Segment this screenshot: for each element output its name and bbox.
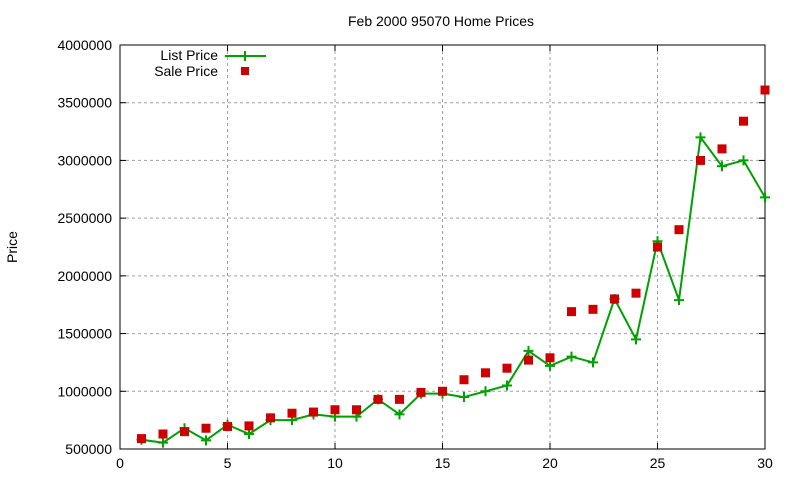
sale-price-point — [438, 386, 447, 396]
sale-price-point — [309, 407, 318, 417]
y-tick-label: 2000000 — [57, 268, 112, 284]
list-price-point — [201, 435, 211, 446]
sale-price-point — [180, 427, 189, 437]
y-tick-label: 500000 — [65, 441, 112, 457]
plot-border — [119, 44, 766, 450]
y-axis-label: Price — [4, 231, 20, 263]
x-tick-label: 0 — [116, 455, 124, 471]
list-price-point — [244, 428, 254, 439]
sale-price-point — [287, 408, 297, 418]
x-tick-label: 30 — [757, 455, 773, 471]
sale-price-point — [739, 116, 748, 126]
sale-price-point — [244, 421, 254, 431]
x-tick-label: 25 — [650, 455, 666, 471]
axes: 0 5 10 15 20 25 30 500000 1000000 1500000 2000000 2… — [57, 37, 773, 471]
sale-price-point — [395, 394, 404, 404]
list-price-point — [523, 345, 534, 356]
list-price-point — [588, 357, 598, 368]
plus-marker-icon — [240, 51, 250, 61]
y-tick-label: 2500000 — [57, 210, 112, 226]
x-tick-label: 5 — [224, 455, 232, 471]
sale-price-point — [137, 434, 146, 444]
sale-price-point — [266, 413, 275, 423]
chart-title: Feb 2000 95070 Home Prices — [348, 13, 534, 29]
list-price-point — [394, 409, 405, 420]
list-price-point — [480, 386, 491, 397]
list-price-point — [674, 295, 684, 306]
sale-price-point — [524, 355, 533, 365]
sale-price-point — [760, 85, 770, 95]
sale-price-point — [567, 307, 576, 317]
sale-price-point — [674, 225, 684, 235]
sale-price-point — [588, 304, 598, 314]
list-price-point — [459, 392, 469, 403]
y-tick-label: 4000000 — [57, 37, 112, 53]
y-tick-label: 3500000 — [57, 95, 112, 111]
list-price-line — [141, 134, 766, 444]
list-price-point — [717, 161, 727, 172]
sale-price-point — [330, 405, 340, 415]
square-marker-icon — [241, 67, 249, 75]
list-price-point — [695, 132, 706, 143]
sale-price-point — [352, 405, 361, 415]
legend: List Price Sale Price — [154, 47, 266, 79]
sale-price-point — [481, 368, 490, 378]
x-tick-label: 10 — [327, 455, 343, 471]
list-price-point — [502, 380, 512, 391]
x-tick-label: 20 — [542, 455, 558, 471]
legend-list-price-label: List Price — [160, 47, 218, 63]
x-tick-label: 15 — [435, 455, 451, 471]
sale-price-point — [158, 429, 168, 439]
sale-price-point — [416, 387, 426, 397]
y-tick-label: 3000000 — [57, 152, 112, 168]
list-price-point — [738, 155, 749, 166]
sale-price-point — [696, 155, 705, 165]
list-price-point — [158, 437, 168, 448]
sale-price-point — [631, 288, 641, 298]
y-tick-label: 1000000 — [57, 383, 112, 399]
sale-price-point — [201, 423, 211, 433]
data-series — [136, 85, 770, 448]
sale-price-point — [610, 294, 619, 304]
list-price-point — [566, 351, 577, 362]
sale-price-point — [717, 144, 727, 154]
list-price-point — [631, 334, 641, 345]
sale-price-point — [545, 353, 555, 363]
sale-price-point — [223, 421, 232, 431]
sale-price-point — [502, 363, 512, 373]
list-price-point — [760, 192, 770, 203]
y-tick-label: 1500000 — [57, 326, 112, 342]
list-price-point — [545, 360, 555, 371]
legend-sale-price-label: Sale Price — [154, 63, 218, 79]
gridlines — [120, 45, 765, 449]
sale-price-point — [459, 375, 469, 385]
sale-price-point — [373, 394, 383, 404]
sale-price-point — [653, 242, 662, 252]
